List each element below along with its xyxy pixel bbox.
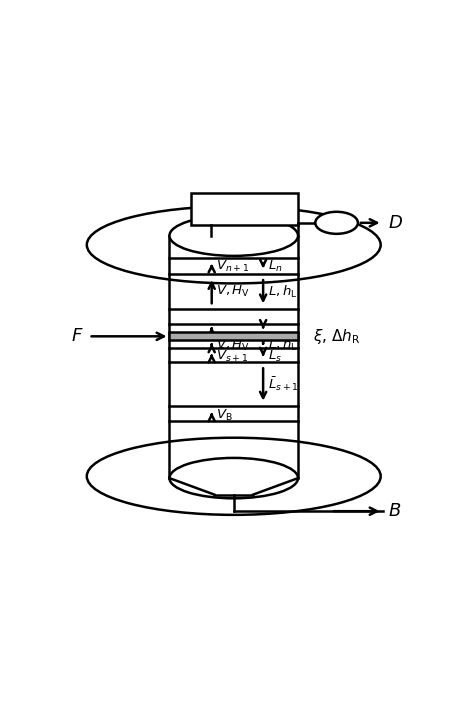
Text: $L, h_{\rm L}$: $L, h_{\rm L}$ [267, 283, 297, 300]
Text: $\bar{L}, h_{\rm L}$: $\bar{L}, h_{\rm L}$ [267, 335, 297, 353]
Ellipse shape [169, 216, 298, 256]
Text: $V_{n+1}$: $V_{n+1}$ [216, 258, 249, 273]
Text: $B$: $B$ [388, 502, 401, 521]
Text: $\bar{V}_{\rm B}$: $\bar{V}_{\rm B}$ [216, 405, 233, 423]
Text: $D$: $D$ [388, 213, 403, 232]
Text: $\bar{L}_{s+1}$: $\bar{L}_{s+1}$ [267, 376, 298, 393]
Bar [191, 193, 298, 225]
Ellipse shape [315, 212, 358, 233]
Text: $\bar{V}_{s+1}$: $\bar{V}_{s+1}$ [216, 346, 248, 364]
Text: $L_{n}$: $L_{n}$ [267, 258, 282, 273]
Text: $\xi$, $\Delta h_{\rm R}$: $\xi$, $\Delta h_{\rm R}$ [313, 327, 360, 346]
Ellipse shape [169, 458, 298, 498]
Text: $V, H_{\rm V}$: $V, H_{\rm V}$ [216, 284, 250, 299]
Text: $\bar{L}_{s}$: $\bar{L}_{s}$ [267, 346, 282, 364]
Text: $F$: $F$ [71, 327, 83, 346]
Text: $\bar{V}, H_{\rm V}$: $\bar{V}, H_{\rm V}$ [216, 335, 250, 353]
Bar [169, 332, 298, 341]
